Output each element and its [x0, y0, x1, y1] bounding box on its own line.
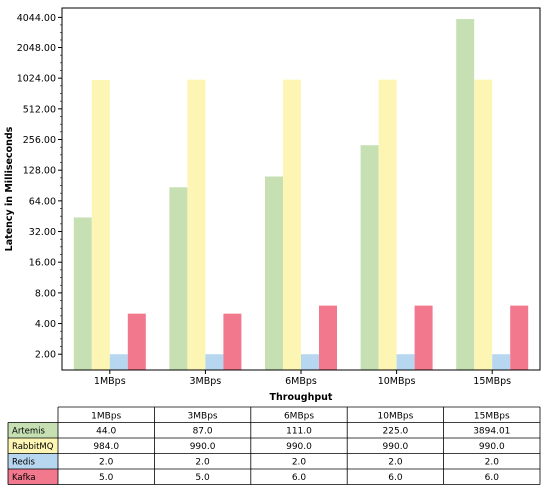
table-cell: 111.0 — [286, 427, 312, 437]
table-cell: 87.0 — [193, 427, 213, 437]
table-cell: 990.0 — [190, 442, 216, 452]
y-tick-label: 1024.00 — [17, 74, 56, 85]
bar-rabbitmq-15mbps — [474, 79, 493, 371]
x-tick-label: 1MBps — [94, 376, 126, 387]
table-header-cell: 6MBps — [284, 411, 314, 421]
bar-artemis-10mbps — [360, 145, 379, 370]
bar-rabbitmq-1mbps — [91, 79, 110, 370]
y-tick-label: 8.00 — [35, 288, 56, 299]
table-row-label: Kafka — [12, 473, 36, 483]
table-cell: 2.0 — [485, 458, 500, 468]
bar-kafka-10mbps — [414, 305, 433, 370]
bar-redis-1mbps — [109, 354, 128, 370]
table-row-label: Artemis — [12, 427, 46, 437]
table-cell: 990.0 — [383, 442, 409, 452]
table-cell: 990.0 — [286, 442, 312, 452]
table-label-swatch — [8, 469, 58, 485]
table-cell: 984.0 — [93, 442, 119, 452]
bar-rabbitmq-6mbps — [283, 79, 301, 371]
bar-artemis-1mbps — [73, 217, 92, 370]
bar-redis-15mbps — [492, 354, 511, 370]
data-table: 1MBps 3MBps 6MBps 10MBps 15MBps Artemis 44.0 87… — [7, 406, 541, 485]
x-axis: 1MBps 3MBps 6MBps 10MBps 15MBps — [94, 370, 511, 387]
plot-frame — [61, 7, 541, 371]
table-cell: 3894.01 — [473, 427, 510, 437]
bar-rabbitmq-3mbps — [187, 79, 206, 371]
table-label-swatch — [8, 438, 58, 454]
y-tick-label: 2.00 — [35, 350, 56, 361]
table-row-label: RabbitMQ — [12, 442, 54, 452]
y-axis-label: Latency in Milliseconds — [4, 126, 15, 251]
table-label-swatch — [8, 422, 58, 438]
table-header-cell: 3MBps — [188, 411, 218, 421]
table-label-swatch — [8, 453, 58, 469]
table-header-cell: 10MBps — [378, 411, 414, 421]
table-cell: 6.0 — [388, 473, 403, 483]
table-cell: 44.0 — [96, 427, 116, 437]
y-tick-label: 4.00 — [35, 319, 56, 330]
x-tick-label: 6MBps — [285, 376, 317, 387]
y-tick-label: 512.00 — [23, 104, 56, 115]
y-tick-label: 256.00 — [23, 135, 56, 146]
table-cell: 2.0 — [99, 458, 114, 468]
table-header-cell: 1MBps — [91, 411, 121, 421]
y-tick-label: 64.00 — [29, 196, 56, 207]
x-tick-label: 10MBps — [378, 376, 416, 387]
x-axis-label: Throughput — [270, 392, 333, 403]
bar-kafka-6mbps — [319, 305, 337, 370]
bar-redis-10mbps — [396, 354, 415, 370]
y-tick-label: 2048.00 — [17, 43, 56, 54]
bar-redis-3mbps — [205, 354, 224, 370]
x-tick-label: 15MBps — [473, 376, 511, 387]
table-header-cell: 15MBps — [474, 411, 510, 421]
bar-artemis-15mbps — [456, 19, 475, 370]
table-cell: 2.0 — [292, 458, 307, 468]
y-tick-label: 16.00 — [29, 258, 56, 269]
table-cell: 2.0 — [195, 458, 210, 468]
table-cell: 6.0 — [485, 473, 500, 483]
table-row-label: Redis — [12, 458, 36, 468]
table-cell: 6.0 — [292, 473, 307, 483]
x-tick-label: 3MBps — [190, 376, 222, 387]
table-cell: 225.0 — [383, 427, 409, 437]
bars — [73, 19, 529, 371]
bar-artemis-3mbps — [169, 187, 188, 370]
y-tick-label: 4044.00 — [17, 13, 56, 24]
bar-rabbitmq-10mbps — [378, 79, 397, 371]
table-cell: 2.0 — [388, 458, 403, 468]
bar-kafka-15mbps — [510, 305, 529, 370]
table-cell: 5.0 — [99, 473, 114, 483]
y-axis: 2.00 4.00 8.00 16.00 32.00 64.00 128.00 256.00 5… — [17, 13, 62, 361]
bar-artemis-6mbps — [265, 176, 283, 370]
table-cell: 5.0 — [195, 473, 210, 483]
table-cell: 990.0 — [479, 442, 505, 452]
y-tick-label: 128.00 — [23, 166, 56, 177]
bar-kafka-3mbps — [223, 313, 242, 370]
bar-redis-6mbps — [301, 354, 319, 370]
bar-kafka-1mbps — [127, 313, 146, 370]
y-tick-label: 32.00 — [29, 227, 56, 238]
